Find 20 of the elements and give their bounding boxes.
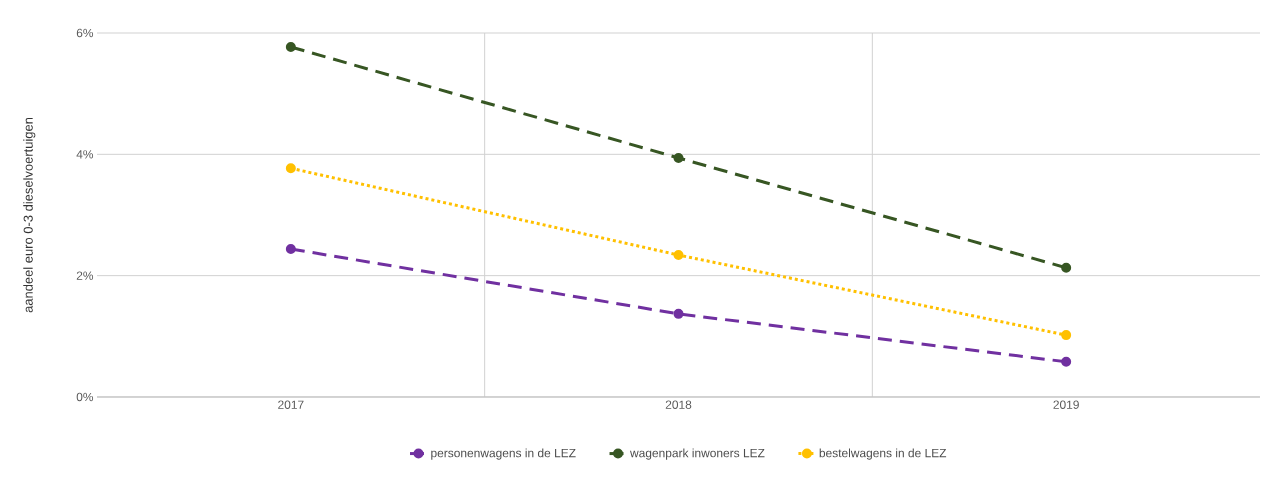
- y-tick-label: 6%: [76, 28, 94, 38]
- y-tick-label: 4%: [76, 150, 94, 159]
- point: [673, 308, 684, 319]
- point: [673, 250, 684, 261]
- y-axis-title: aandeel euro 0-3 dieselvoertuigen: [23, 117, 36, 313]
- y-tick-label: 2%: [76, 271, 94, 280]
- y-tick-label: 0%: [76, 392, 94, 402]
- point: [1061, 356, 1072, 367]
- point: [1061, 330, 1072, 341]
- x-tick-label: 2017: [278, 400, 304, 409]
- point: [285, 163, 296, 174]
- point: [1061, 262, 1072, 273]
- x-tick-label: 2019: [1053, 400, 1079, 409]
- legend-label: bestelwagens in de LEZ: [819, 448, 947, 460]
- point: [673, 152, 684, 163]
- x-tick-label: 2018: [665, 400, 692, 409]
- legend-label: wagenpark inwoners LEZ: [630, 448, 765, 460]
- legend-label: personenwagens in de LEZ: [431, 448, 576, 460]
- point: [285, 243, 296, 254]
- point: [285, 41, 296, 52]
